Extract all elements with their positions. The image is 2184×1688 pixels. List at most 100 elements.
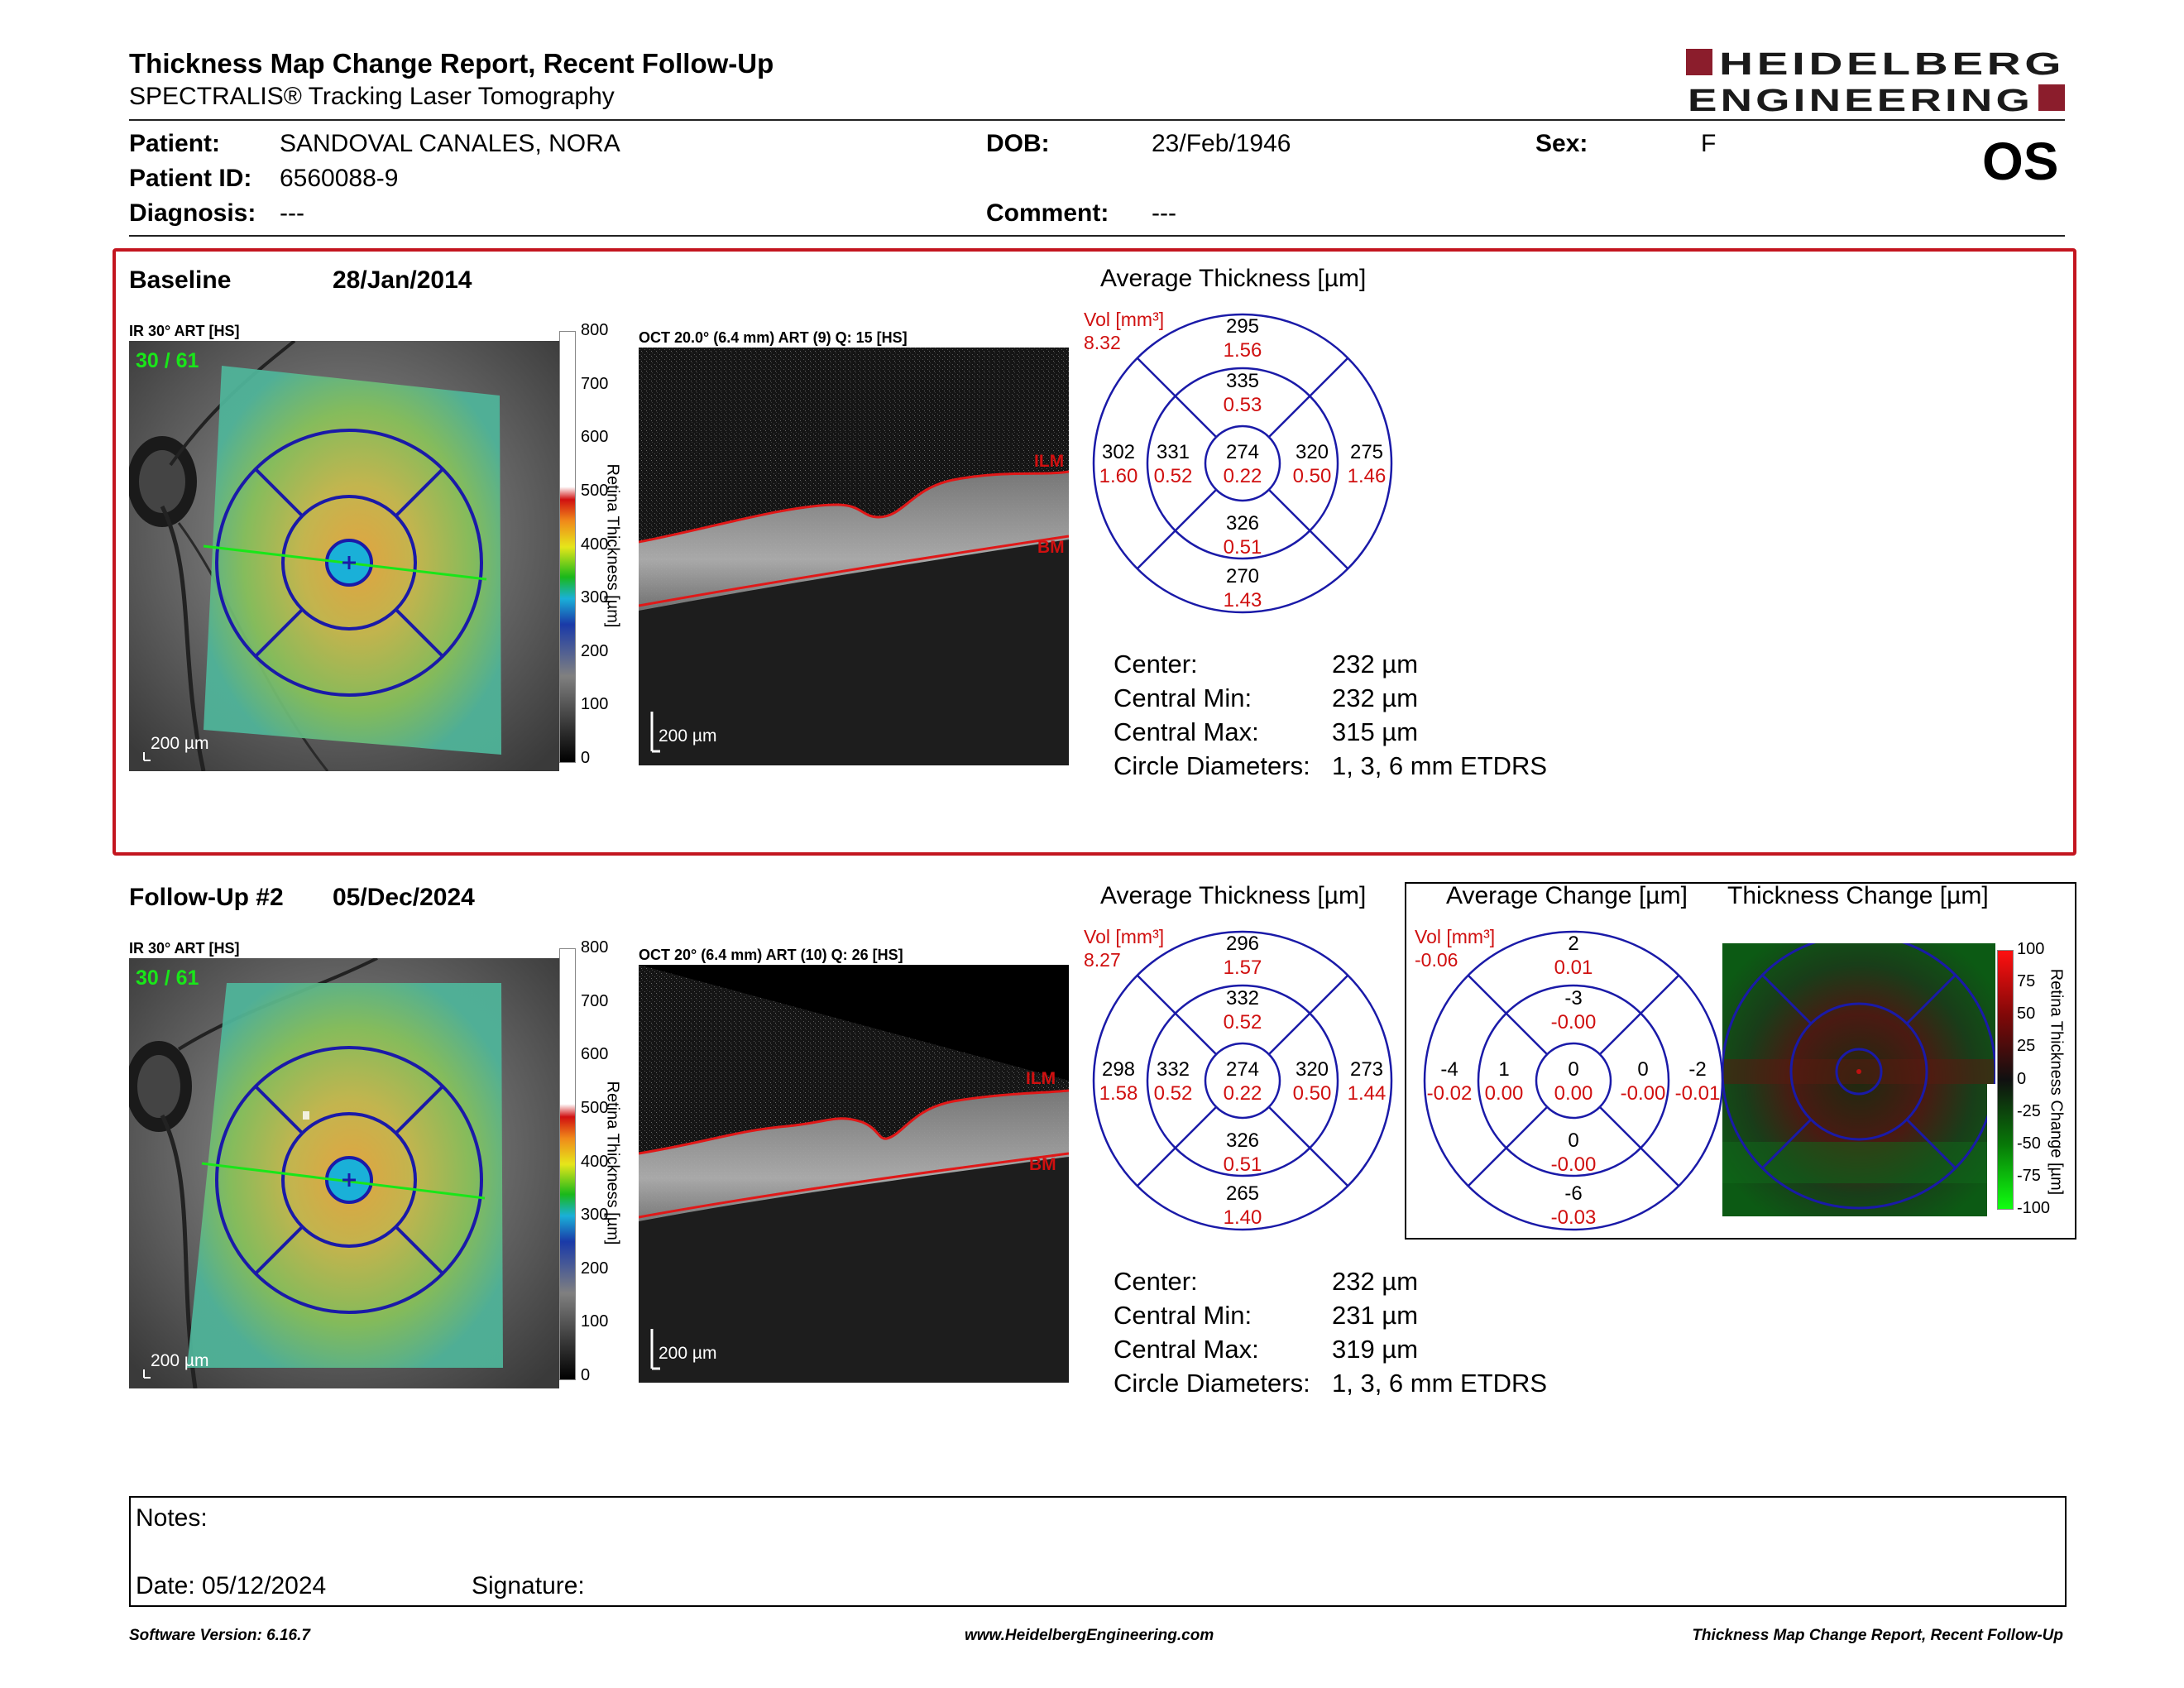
followup-stat-diam-value: 1, 3, 6 mm ETDRS: [1332, 1369, 1548, 1398]
heidelberg-logo: HEIDELBERG ENGINEERING: [1684, 45, 2068, 118]
baseline-date: 28/Jan/2014: [333, 266, 472, 294]
followup-colorbar-title: Retina Thickness [µm]: [603, 1081, 622, 1245]
svg-text:ENGINEERING: ENGINEERING: [1688, 84, 2033, 116]
followup-thickness-colorbar: [559, 948, 576, 1380]
followup-bm-label: BM: [1029, 1155, 1056, 1174]
baseline-ir-label: IR 30° ART [HS]: [129, 323, 240, 339]
followup-stat-max-value: 319 µm: [1332, 1335, 1419, 1364]
thickness-change-title: Thickness Change [µm]: [1727, 882, 1989, 909]
baseline-colorbar-ticks: 800 700 600 500 400 300 200 100 0: [581, 321, 609, 767]
footer-software-version: Software Version: 6.16.7: [129, 1627, 310, 1644]
signature-label: Signature:: [472, 1572, 585, 1599]
baseline-stat-min-label: Central Min:: [1114, 683, 1252, 712]
followup-label: Follow-Up #2: [129, 884, 284, 911]
baseline-avg-thickness-title: Average Thickness [µm]: [1100, 265, 1367, 292]
change-etdrs-grid: [1416, 923, 1731, 1238]
dob-value: 23/Feb/1946: [1152, 130, 1291, 157]
followup-date: 05/Dec/2024: [333, 884, 475, 911]
followup-center: 274 0.22: [1223, 1058, 1262, 1105]
baseline-outer-inferior: 270 1.43: [1223, 565, 1262, 611]
baseline-ilm-label: ILM: [1034, 452, 1065, 471]
baseline-inner-superior: 335 0.53: [1223, 370, 1262, 416]
change-center: 0 0.00: [1554, 1058, 1593, 1105]
diagnosis-value: ---: [280, 199, 304, 227]
change-inner-nasal: 0 -0.00: [1620, 1058, 1666, 1105]
followup-stat-max-label: Central Max:: [1114, 1335, 1259, 1364]
notes-label: Notes:: [136, 1504, 208, 1532]
patient-name: SANDOVAL CANALES, NORA: [280, 130, 620, 157]
thickness-change-map[interactable]: [1722, 943, 1995, 1216]
change-inner-temporal: 1 0.00: [1484, 1058, 1524, 1105]
sex-label: Sex:: [1535, 130, 1588, 157]
baseline-inner-temporal: 331 0.52: [1153, 441, 1193, 487]
baseline-stat-diam-value: 1, 3, 6 mm ETDRS: [1332, 751, 1548, 780]
baseline-outer-nasal: 275 1.46: [1347, 441, 1387, 487]
followup-vol-total: Vol [mm³] 8.27: [1084, 926, 1165, 971]
baseline-oct-scale: 200 µm: [659, 727, 717, 746]
change-colorbar: [1997, 950, 2014, 1210]
baseline-ir-image[interactable]: 30 / 61 200 µm: [129, 341, 559, 771]
patient-label: Patient:: [129, 130, 221, 157]
diagnosis-label: Diagnosis:: [129, 199, 256, 227]
patient-id-label: Patient ID:: [129, 165, 252, 192]
baseline-colorbar-title: Retina Thickness [µm]: [603, 463, 622, 628]
followup-colorbar-ticks: 800 700 600 500 400 300 200 100 0: [581, 938, 609, 1384]
followup-ilm-label: ILM: [1026, 1069, 1056, 1088]
notes-box[interactable]: [129, 1496, 2067, 1607]
followup-oct-scale: 200 µm: [659, 1344, 717, 1363]
followup-stat-center-value: 232 µm: [1332, 1267, 1419, 1296]
baseline-stat-max-value: 315 µm: [1332, 717, 1419, 746]
followup-outer-temporal: 298 1.58: [1099, 1058, 1138, 1105]
eye-indicator: OS: [1982, 132, 2059, 191]
followup-stat-min-value: 231 µm: [1332, 1301, 1419, 1330]
baseline-inner-nasal: 320 0.50: [1292, 441, 1332, 487]
baseline-bm-label: BM: [1037, 538, 1065, 557]
baseline-stat-center-value: 232 µm: [1332, 650, 1419, 679]
change-inner-inferior: 0 -0.00: [1550, 1129, 1597, 1176]
followup-oct-image[interactable]: ILM BM 200 µm: [639, 965, 1069, 1383]
baseline-stat-min-value: 232 µm: [1332, 683, 1419, 712]
change-outer-superior: 2 0.01: [1554, 933, 1593, 979]
baseline-etdrs-grid: [1085, 306, 1400, 621]
followup-outer-inferior: 265 1.40: [1223, 1182, 1262, 1229]
followup-inner-nasal: 320 0.50: [1292, 1058, 1332, 1105]
patient-divider: [129, 235, 2065, 237]
change-inner-superior: -3 -0.00: [1550, 987, 1597, 1033]
header-divider: [129, 119, 2065, 121]
baseline-ir-scale: 200 µm: [151, 734, 209, 753]
baseline-inner-inferior: 326 0.51: [1223, 512, 1262, 559]
followup-oct-label: OCT 20° (6.4 mm) ART (10) Q: 26 [HS]: [639, 947, 903, 963]
avg-change-title: Average Change [µm]: [1446, 882, 1688, 909]
footer-report-name: Thickness Map Change Report, Recent Foll…: [1692, 1627, 2063, 1644]
sex-value: F: [1701, 130, 1717, 157]
comment-label: Comment:: [986, 199, 1109, 227]
dob-label: DOB:: [986, 130, 1050, 157]
followup-ir-label: IR 30° ART [HS]: [129, 940, 240, 957]
change-colorbar-title: Retina Thickness Change [µm]: [2047, 968, 2066, 1196]
change-outer-nasal: -2 -0.01: [1674, 1058, 1721, 1105]
followup-ir-image[interactable]: 30 / 61 200 µm: [129, 958, 559, 1388]
followup-inner-superior: 332 0.52: [1223, 987, 1262, 1033]
followup-ir-counter: 30 / 61: [136, 966, 199, 990]
baseline-stat-diam-label: Circle Diameters:: [1114, 751, 1310, 780]
change-outer-inferior: -6 -0.03: [1550, 1182, 1597, 1229]
followup-outer-superior: 296 1.57: [1223, 933, 1262, 979]
baseline-label: Baseline: [129, 266, 232, 294]
report-title: Thickness Map Change Report, Recent Foll…: [129, 48, 774, 79]
followup-stat-min-label: Central Min:: [1114, 1301, 1252, 1330]
comment-value: ---: [1152, 199, 1176, 227]
change-outer-temporal: -4 -0.02: [1426, 1058, 1473, 1105]
notes-date: Date: 05/12/2024: [136, 1572, 327, 1599]
baseline-ir-counter: 30 / 61: [136, 349, 199, 372]
baseline-thickness-colorbar: [559, 331, 576, 763]
change-box: [1405, 882, 2076, 1240]
followup-outer-nasal: 273 1.44: [1347, 1058, 1387, 1105]
baseline-stat-max-label: Central Max:: [1114, 717, 1259, 746]
baseline-oct-image[interactable]: ILM BM 200 µm: [639, 348, 1069, 765]
baseline-frame: [113, 248, 2076, 856]
svg-text:HEIDELBERG: HEIDELBERG: [1719, 47, 2065, 82]
baseline-stat-center-label: Center:: [1114, 650, 1198, 679]
change-vol-total: Vol [mm³] -0.06: [1415, 926, 1496, 971]
followup-avg-thickness-title: Average Thickness [µm]: [1100, 882, 1367, 909]
patient-id: 6560088-9: [280, 165, 399, 192]
